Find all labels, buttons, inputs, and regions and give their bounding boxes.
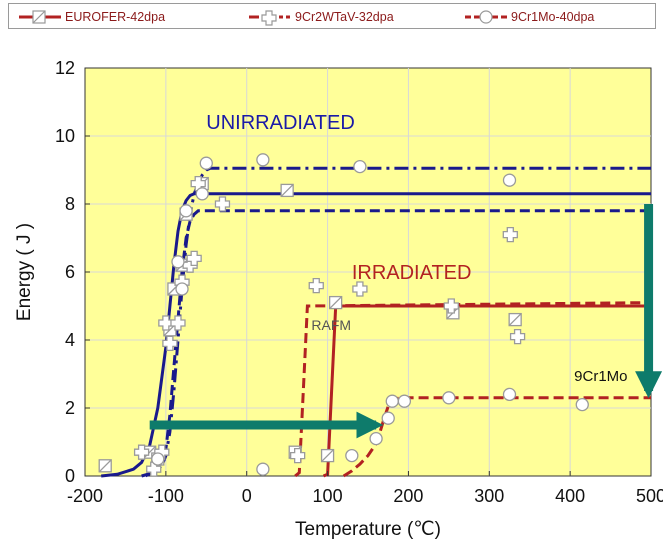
data-point xyxy=(509,328,526,345)
y-tick-label: 12 xyxy=(55,58,75,78)
legend-label-9cr2wtav: 9Cr2WTaV-32dpa xyxy=(295,10,394,24)
x-tick-label: -100 xyxy=(148,486,184,506)
data-point xyxy=(369,431,383,446)
data-point xyxy=(175,282,189,296)
legend-label-9cr1mo: 9Cr1Mo-40dpa xyxy=(511,10,595,24)
data-point xyxy=(442,391,456,405)
data-point xyxy=(443,298,459,314)
data-point xyxy=(345,448,359,463)
data-point xyxy=(195,187,209,201)
legend-swatch-9cr2wtav xyxy=(249,10,291,26)
y-tick-label: 10 xyxy=(55,126,75,146)
data-point xyxy=(98,459,112,473)
legend-label-eurofer: EUROFER-42dpa xyxy=(65,10,166,24)
data-point-slash xyxy=(143,445,157,459)
data-point xyxy=(308,277,324,294)
data-point xyxy=(502,173,517,187)
data-point xyxy=(385,394,399,408)
x-tick-label: 400 xyxy=(555,486,585,506)
legend-item-eurofer: EUROFER-42dpa xyxy=(17,8,165,26)
arrows xyxy=(149,204,663,439)
series-line xyxy=(144,209,651,478)
y-tick-label: 0 xyxy=(65,466,75,486)
data-point-slash xyxy=(98,459,112,473)
series-points xyxy=(98,153,589,477)
data-point xyxy=(154,444,170,460)
x-axis-title: Temperature (℃) xyxy=(295,519,441,540)
data-point xyxy=(353,159,367,174)
y-tick-label: 2 xyxy=(65,398,75,418)
data-point xyxy=(508,312,522,327)
data-point xyxy=(170,315,186,331)
chart: UNIRRADIATED IRRADIATED RAFM 9Cr1Mo -200 -10… xyxy=(14,58,663,540)
data-point xyxy=(256,462,270,476)
gridlines xyxy=(85,68,651,476)
data-point xyxy=(290,447,306,464)
data-point xyxy=(329,295,343,310)
x-tick-label: 300 xyxy=(474,486,504,506)
x-tick-label: 100 xyxy=(313,486,343,506)
data-point-slash xyxy=(508,313,522,327)
data-point xyxy=(214,196,231,212)
data-point xyxy=(186,250,202,267)
x-tick-label: 0 xyxy=(242,486,252,506)
data-point xyxy=(199,156,213,170)
data-point xyxy=(320,448,335,463)
data-point xyxy=(179,204,193,218)
data-point xyxy=(280,183,294,198)
x-tick-label: 500 xyxy=(636,486,663,506)
data-point xyxy=(502,226,518,243)
data-point xyxy=(397,394,412,408)
annotations: UNIRRADIATED IRRADIATED RAFM 9Cr1Mo xyxy=(206,112,627,385)
series-line xyxy=(294,301,652,478)
data-point xyxy=(352,281,368,297)
legend-swatch-9cr1mo xyxy=(465,10,507,24)
data-point xyxy=(151,452,165,466)
annotation-label: 9Cr1Mo xyxy=(574,368,627,385)
y-tick-label: 6 xyxy=(65,262,75,282)
y-tick-label: 4 xyxy=(65,330,75,350)
data-point-slash xyxy=(321,449,335,463)
data-point-slash xyxy=(329,296,343,310)
legend-item-9cr2wtav: 9Cr2WTaV-32dpa xyxy=(247,8,394,26)
data-point-slash xyxy=(280,183,294,197)
x-tick-label: -200 xyxy=(67,486,103,506)
data-point xyxy=(133,444,150,460)
data-point xyxy=(575,397,589,412)
data-point xyxy=(171,255,185,269)
annotation-label: RAFM xyxy=(311,317,351,333)
data-point xyxy=(146,461,162,477)
tick-labels: -200 -100 0 100 200 300 400 500 0 2 4 6 8 10 12 xyxy=(55,58,663,506)
annotation-label: IRRADIATED xyxy=(352,262,472,284)
data-point xyxy=(158,315,174,331)
data-point xyxy=(256,153,270,167)
data-point xyxy=(381,411,395,425)
x-tick-label: 200 xyxy=(393,486,423,506)
annotation-label: UNIRRADIATED xyxy=(206,112,355,134)
y-tick-label: 8 xyxy=(65,194,75,214)
legend-item-9cr1mo: 9Cr1Mo-40dpa xyxy=(463,8,594,26)
y-axis-title: Energy ( J ) xyxy=(14,223,35,321)
data-point xyxy=(162,335,178,352)
data-point xyxy=(502,387,517,402)
legend-swatch-eurofer xyxy=(19,10,61,24)
legend: EUROFER-42dpa 9Cr2WTaV-32dpa 9Cr1Mo-40dp… xyxy=(8,3,656,29)
